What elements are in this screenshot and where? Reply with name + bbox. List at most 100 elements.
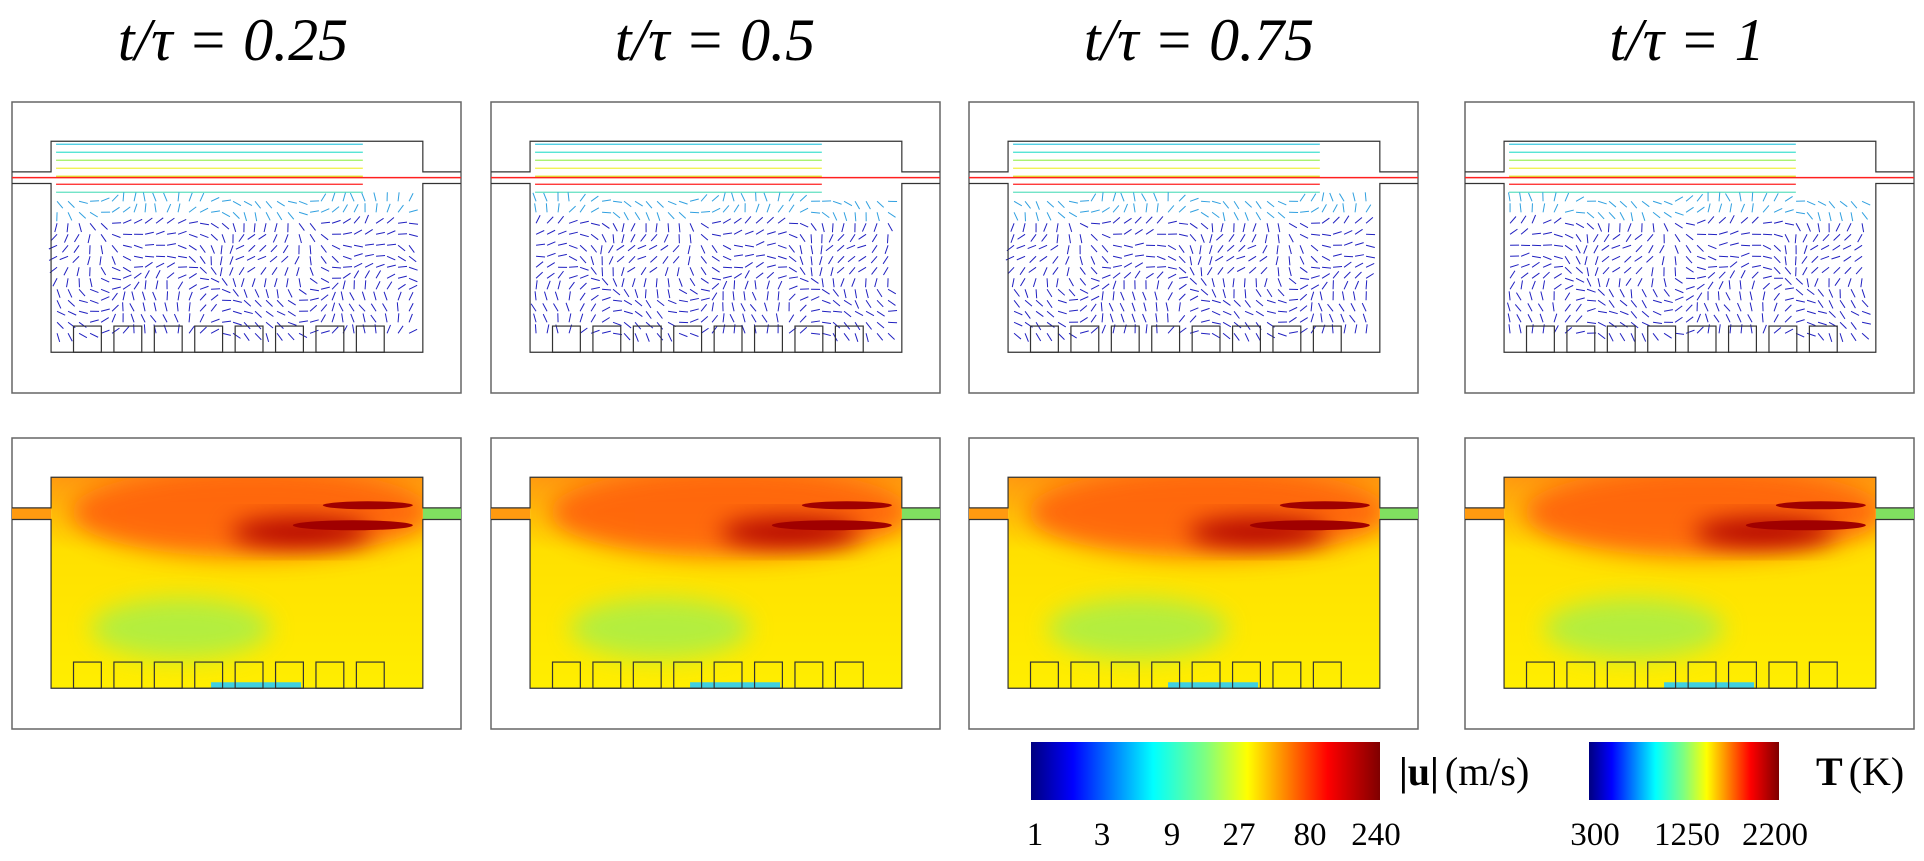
panel-frame — [490, 101, 941, 394]
vector — [270, 244, 278, 253]
vector — [221, 332, 231, 336]
vector — [568, 313, 572, 323]
vector — [711, 314, 719, 323]
vector — [821, 211, 830, 219]
vector — [535, 261, 544, 268]
vector — [1674, 296, 1684, 301]
vector — [579, 327, 588, 334]
vector — [1847, 278, 1852, 287]
vector — [248, 244, 256, 252]
vector — [667, 223, 670, 233]
vector — [821, 332, 831, 337]
vector — [612, 211, 621, 219]
vector — [210, 328, 220, 334]
vector — [1784, 256, 1787, 266]
vector — [1005, 255, 1015, 261]
vector — [865, 310, 875, 317]
vector — [309, 256, 312, 266]
vector — [1597, 321, 1607, 327]
vector — [1146, 266, 1156, 268]
vector — [229, 267, 234, 276]
vector — [166, 255, 177, 259]
vector — [1189, 307, 1199, 312]
vector — [1685, 266, 1694, 273]
vector — [375, 217, 384, 224]
inlet — [1465, 507, 1505, 520]
vector — [232, 332, 241, 339]
vector — [799, 222, 809, 228]
vector — [667, 211, 675, 220]
heat-block — [794, 325, 824, 353]
vector — [1696, 313, 1701, 323]
vector — [1057, 211, 1066, 219]
vector — [1167, 205, 1175, 213]
vector — [1729, 215, 1735, 224]
vector — [742, 313, 746, 323]
vector — [568, 205, 576, 213]
vector — [579, 313, 584, 323]
vector — [837, 233, 845, 242]
vector — [542, 313, 548, 323]
vector — [1795, 319, 1805, 323]
vector — [232, 211, 240, 219]
vector — [1564, 284, 1574, 290]
vector — [637, 255, 647, 260]
vector — [1828, 200, 1836, 209]
vector — [155, 262, 165, 268]
vector — [1674, 256, 1677, 266]
vector — [177, 192, 180, 202]
vector — [1795, 211, 1806, 215]
vector — [1740, 217, 1749, 224]
vector — [601, 330, 611, 334]
vector — [1729, 230, 1739, 235]
vector — [1608, 310, 1618, 315]
vector — [1013, 200, 1023, 207]
vector — [331, 313, 336, 323]
vector — [788, 193, 795, 202]
vector — [1661, 256, 1665, 266]
vector — [1861, 310, 1871, 315]
vector — [1507, 313, 1511, 323]
vector — [1696, 206, 1705, 213]
vector — [232, 278, 237, 288]
vector — [645, 200, 653, 209]
vector — [819, 256, 823, 266]
vector — [865, 278, 867, 288]
vector — [544, 291, 548, 301]
colorbar — [1589, 742, 1779, 800]
vector — [1773, 292, 1780, 301]
vector — [238, 233, 245, 242]
vector — [689, 267, 695, 276]
vector — [1586, 288, 1596, 293]
vector — [56, 310, 66, 316]
colorbar-tick: 3 — [1094, 817, 1111, 853]
outlet — [901, 507, 940, 520]
vector — [832, 200, 842, 205]
vector — [645, 300, 652, 309]
vector — [1266, 310, 1276, 314]
vector — [66, 223, 69, 233]
vector — [48, 255, 58, 261]
vector — [1641, 333, 1647, 342]
vector — [1255, 333, 1261, 342]
vector — [1209, 245, 1213, 255]
vector — [1300, 210, 1310, 213]
heat-block — [1606, 661, 1636, 689]
heat-block — [1647, 325, 1677, 353]
vector — [133, 255, 143, 259]
vector — [100, 234, 107, 242]
heat-block — [713, 325, 743, 353]
vector — [152, 192, 157, 202]
vector — [1024, 333, 1029, 342]
vector — [1200, 277, 1207, 286]
vector — [122, 244, 132, 248]
vector — [133, 272, 142, 279]
vector — [1145, 228, 1154, 235]
vector — [1090, 244, 1098, 253]
vector — [1365, 204, 1372, 213]
vector — [1542, 231, 1552, 235]
vector — [133, 281, 140, 290]
vector — [199, 293, 207, 301]
vector — [630, 223, 636, 232]
vector — [309, 267, 314, 276]
